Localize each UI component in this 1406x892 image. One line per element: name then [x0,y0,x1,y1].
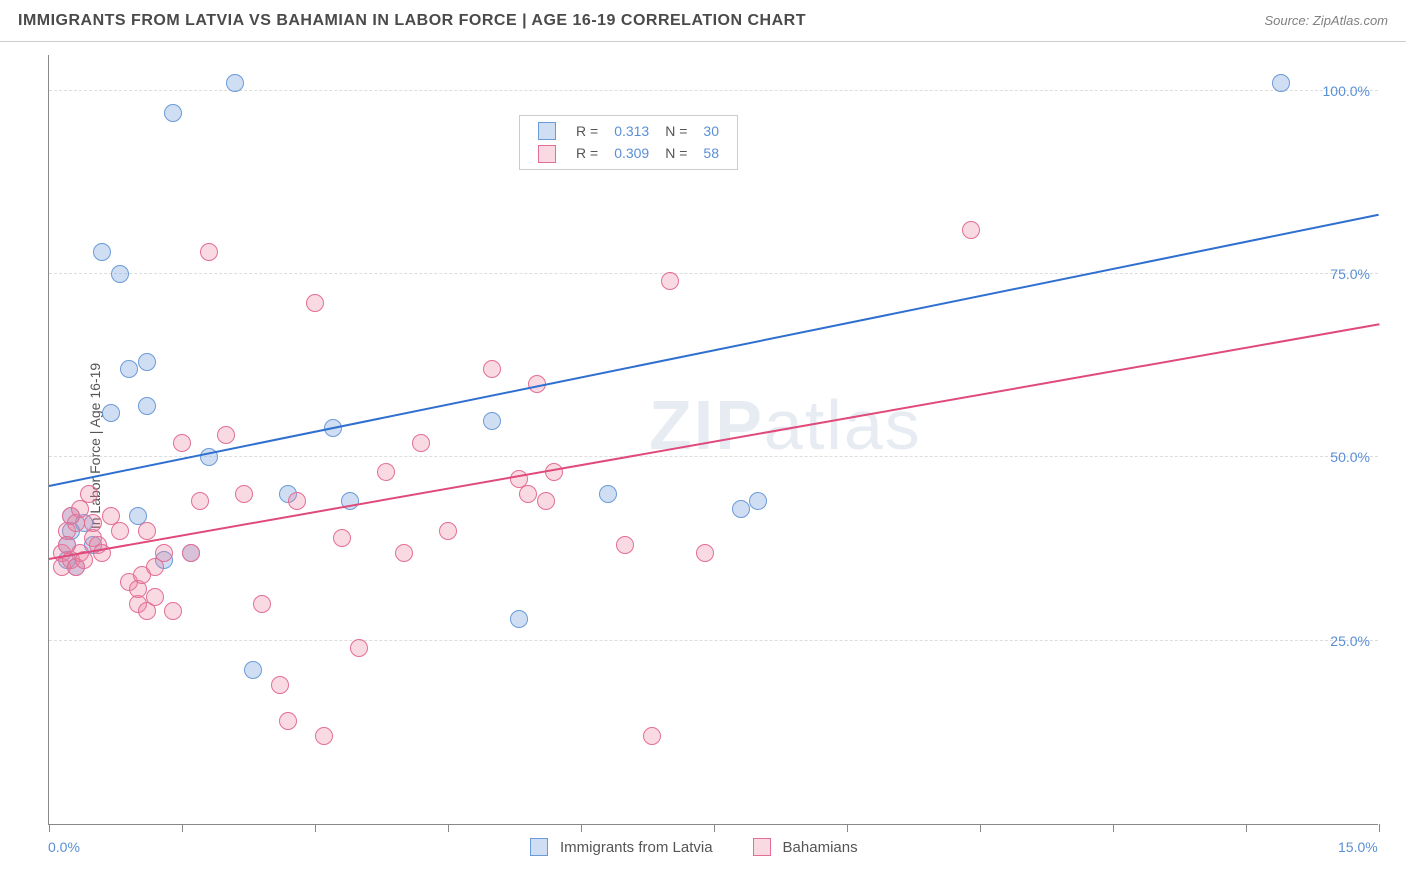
scatter-point [120,360,138,378]
scatter-point [253,595,271,613]
scatter-point [191,492,209,510]
x-tick-label: 0.0% [48,839,80,855]
legend-r-value: 0.309 [606,142,657,164]
legend-stats: R =0.313N =30 R =0.309N =58 [519,115,738,170]
legend-n-value: 30 [695,120,727,142]
legend-swatch [538,145,556,163]
legend-swatch [538,122,556,140]
y-tick-label: 50.0% [1330,449,1370,465]
scatter-point [333,529,351,547]
scatter-point [111,265,129,283]
scatter-point [102,404,120,422]
x-tick [448,824,449,832]
scatter-point [279,712,297,730]
scatter-point [306,294,324,312]
scatter-point [164,104,182,122]
scatter-point [483,412,501,430]
scatter-point [138,353,156,371]
scatter-point [138,397,156,415]
scatter-point [661,272,679,290]
scatter-point [138,522,156,540]
scatter-point [271,676,289,694]
scatter-point [643,727,661,745]
source-attribution: Source: ZipAtlas.com [1264,13,1388,28]
scatter-point [84,514,102,532]
scatter-point [80,485,98,503]
gridline [49,90,1378,91]
scatter-point [519,485,537,503]
legend-swatch [753,838,771,856]
scatter-point [1272,74,1290,92]
scatter-point [93,243,111,261]
scatter-point [377,463,395,481]
scatter-point [235,485,253,503]
scatter-point [439,522,457,540]
x-tick-label: 15.0% [1338,839,1378,855]
gridline [49,456,1378,457]
scatter-point [217,426,235,444]
scatter-point [182,544,200,562]
x-tick [980,824,981,832]
scatter-point [696,544,714,562]
scatter-point [164,602,182,620]
scatter-point [483,360,501,378]
y-tick-label: 25.0% [1330,633,1370,649]
scatter-point [146,588,164,606]
scatter-point [315,727,333,745]
chart-container: IMMIGRANTS FROM LATVIA VS BAHAMIAN IN LA… [0,0,1406,892]
chart-title: IMMIGRANTS FROM LATVIA VS BAHAMIAN IN LA… [18,12,806,30]
scatter-point [599,485,617,503]
scatter-point [200,243,218,261]
scatter-point [545,463,563,481]
x-tick [1246,824,1247,832]
x-tick [182,824,183,832]
x-tick [1379,824,1380,832]
legend-swatch [530,838,548,856]
scatter-point [616,536,634,554]
legend-r-value: 0.313 [606,120,657,142]
watermark: ZIPatlas [649,385,922,465]
legend-r-label: R = [568,142,606,164]
legend-n-value: 58 [695,142,727,164]
y-tick-label: 75.0% [1330,266,1370,282]
scatter-point [288,492,306,510]
scatter-point [749,492,767,510]
x-tick [714,824,715,832]
x-tick [847,824,848,832]
legend-series-name: Bahamians [783,839,858,856]
scatter-point [537,492,555,510]
legend-n-label: N = [657,120,695,142]
gridline [49,273,1378,274]
scatter-point [732,500,750,518]
scatter-point [395,544,413,562]
y-tick-label: 100.0% [1323,83,1370,99]
legend-n-label: N = [657,142,695,164]
scatter-point [226,74,244,92]
scatter-point [244,661,262,679]
scatter-point [962,221,980,239]
legend-r-label: R = [568,120,606,142]
trend-line [49,323,1379,560]
trend-line [49,213,1379,486]
legend-bottom: Immigrants from Latvia Bahamians [530,838,858,856]
x-tick [1113,824,1114,832]
scatter-point [412,434,430,452]
scatter-point [510,610,528,628]
scatter-point [173,434,191,452]
x-tick [581,824,582,832]
x-tick [49,824,50,832]
title-bar: IMMIGRANTS FROM LATVIA VS BAHAMIAN IN LA… [0,0,1406,42]
legend-item: Bahamians [753,838,858,856]
gridline [49,640,1378,641]
scatter-point [350,639,368,657]
legend-series-name: Immigrants from Latvia [560,839,713,856]
scatter-point [111,522,129,540]
x-tick [315,824,316,832]
plot-area: ZIPatlas 25.0% 50.0% 75.0% 100.0% R =0.313N … [48,55,1378,825]
legend-item: Immigrants from Latvia [530,838,713,856]
scatter-point [155,544,173,562]
